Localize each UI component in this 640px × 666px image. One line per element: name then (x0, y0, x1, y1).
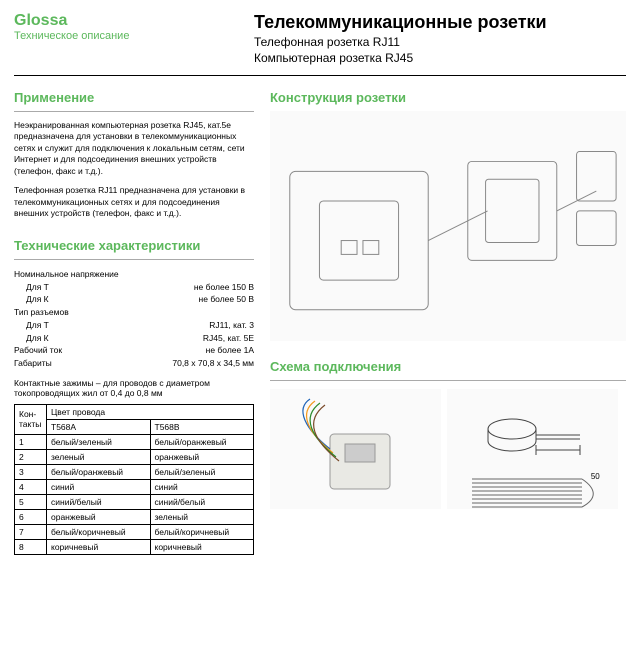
spec-value: RJ11, кат. 3 (209, 319, 254, 332)
application-p2: Телефонная розетка RJ11 предназначена дл… (14, 185, 254, 219)
scheme-photo (270, 389, 441, 509)
rj45-module-icon (275, 389, 435, 509)
spec-row: Номинальное напряжение (14, 268, 254, 281)
construction-diagram (270, 111, 626, 341)
wiring-cell: 7 (15, 524, 47, 539)
section-construction-heading: Конструкция розетки (270, 90, 626, 105)
spec-label: Для Т (26, 319, 49, 332)
wiring-cell: 1 (15, 434, 47, 449)
wiring-cell: зеленый (47, 449, 151, 464)
page-subtitle-2: Компьютерная розетка RJ45 (254, 51, 626, 65)
spec-label: Габариты (14, 357, 52, 370)
page-subtitle-1: Телефонная розетка RJ11 (254, 35, 626, 49)
table-row: 7белый/коричневыйбелый/коричневый (15, 524, 254, 539)
spec-row: Для Т RJ11, кат. 3 (14, 319, 254, 332)
spec-row: Габариты 70,8 х 70,8 х 34,5 мм (14, 357, 254, 370)
spec-row: Для К не более 50 В (14, 293, 254, 306)
scheme-dimension-value: 50 (591, 472, 600, 481)
cable-strip-icon (452, 389, 612, 509)
table-row: 5синий/белыйсиний/белый (15, 494, 254, 509)
wiring-cell: белый/коричневый (47, 524, 151, 539)
wiring-table: Кон-такты Цвет провода T568A T568B 1белы… (14, 404, 254, 555)
spec-label: Для Т (26, 281, 49, 294)
wiring-th-color: Цвет провода (47, 404, 254, 419)
wiring-cell: синий (47, 479, 151, 494)
divider (270, 380, 626, 381)
wiring-cell: коричневый (47, 539, 151, 554)
application-p1: Неэкранированная компьютерная розетка RJ… (14, 120, 254, 177)
spec-value: RJ45, кат. 5E (203, 332, 254, 345)
wiring-cell: 5 (15, 494, 47, 509)
wiring-cell: 8 (15, 539, 47, 554)
wiring-cell: белый/зеленый (150, 464, 254, 479)
scheme-dimension-diagram: 50 (447, 389, 618, 509)
table-row: 2зеленыйоранжевый (15, 449, 254, 464)
brand-subtitle: Техническое описание (14, 30, 254, 42)
wiring-cell: синий/белый (47, 494, 151, 509)
wiring-cell: 6 (15, 509, 47, 524)
socket-exploded-icon (270, 112, 626, 339)
table-row: 6оранжевыйзеленый (15, 509, 254, 524)
spec-value: 70,8 х 70,8 х 34,5 мм (172, 357, 254, 370)
spec-label: Для К (26, 332, 49, 345)
section-application-heading: Применение (14, 90, 254, 105)
wiring-cell: белый/коричневый (150, 524, 254, 539)
table-row: 8коричневыйкоричневый (15, 539, 254, 554)
table-row: 1белый/зеленыйбелый/оранжевый (15, 434, 254, 449)
table-row: 3белый/оранжевыйбелый/зеленый (15, 464, 254, 479)
spec-value: не более 1А (206, 344, 254, 357)
wiring-cell: синий/белый (150, 494, 254, 509)
wiring-th-t568b: T568B (150, 419, 254, 434)
divider-top (14, 75, 626, 76)
wiring-cell: белый/оранжевый (150, 434, 254, 449)
wiring-cell: синий (150, 479, 254, 494)
wiring-cell: 4 (15, 479, 47, 494)
spec-label: Рабочий ток (14, 344, 62, 357)
spec-row: Рабочий ток не более 1А (14, 344, 254, 357)
section-specs-heading: Технические характеристики (14, 238, 254, 253)
wiring-cell: белый/оранжевый (47, 464, 151, 479)
table-row: 4синийсиний (15, 479, 254, 494)
wiring-th-t568a: T568A (47, 419, 151, 434)
specs-list: Номинальное напряжениеДля Тне более 150 … (14, 268, 254, 370)
wiring-cell: 3 (15, 464, 47, 479)
spec-row: Для К RJ45, кат. 5E (14, 332, 254, 345)
wiring-cell: 2 (15, 449, 47, 464)
wiring-cell: коричневый (150, 539, 254, 554)
spec-label: Номинальное напряжение (14, 268, 119, 281)
divider (14, 111, 254, 112)
contact-note: Контактные зажимы – для проводов с диаме… (14, 378, 254, 398)
divider (14, 259, 254, 260)
wiring-cell: зеленый (150, 509, 254, 524)
section-scheme-heading: Схема подключения (270, 359, 626, 374)
wiring-cell: белый/зеленый (47, 434, 151, 449)
spec-label: Для К (26, 293, 49, 306)
spec-row: Тип разъемов (14, 306, 254, 319)
page-title: Телекоммуникационные розетки (254, 12, 626, 33)
wiring-th-contacts: Кон-такты (15, 404, 47, 434)
spec-value: не более 150 В (194, 281, 254, 294)
spec-label: Тип разъемов (14, 306, 69, 319)
spec-value: не более 50 В (199, 293, 254, 306)
wiring-cell: оранжевый (150, 449, 254, 464)
spec-row: Для Т не более 150 В (14, 281, 254, 294)
brand-name: Glossa (14, 12, 254, 30)
wiring-cell: оранжевый (47, 509, 151, 524)
